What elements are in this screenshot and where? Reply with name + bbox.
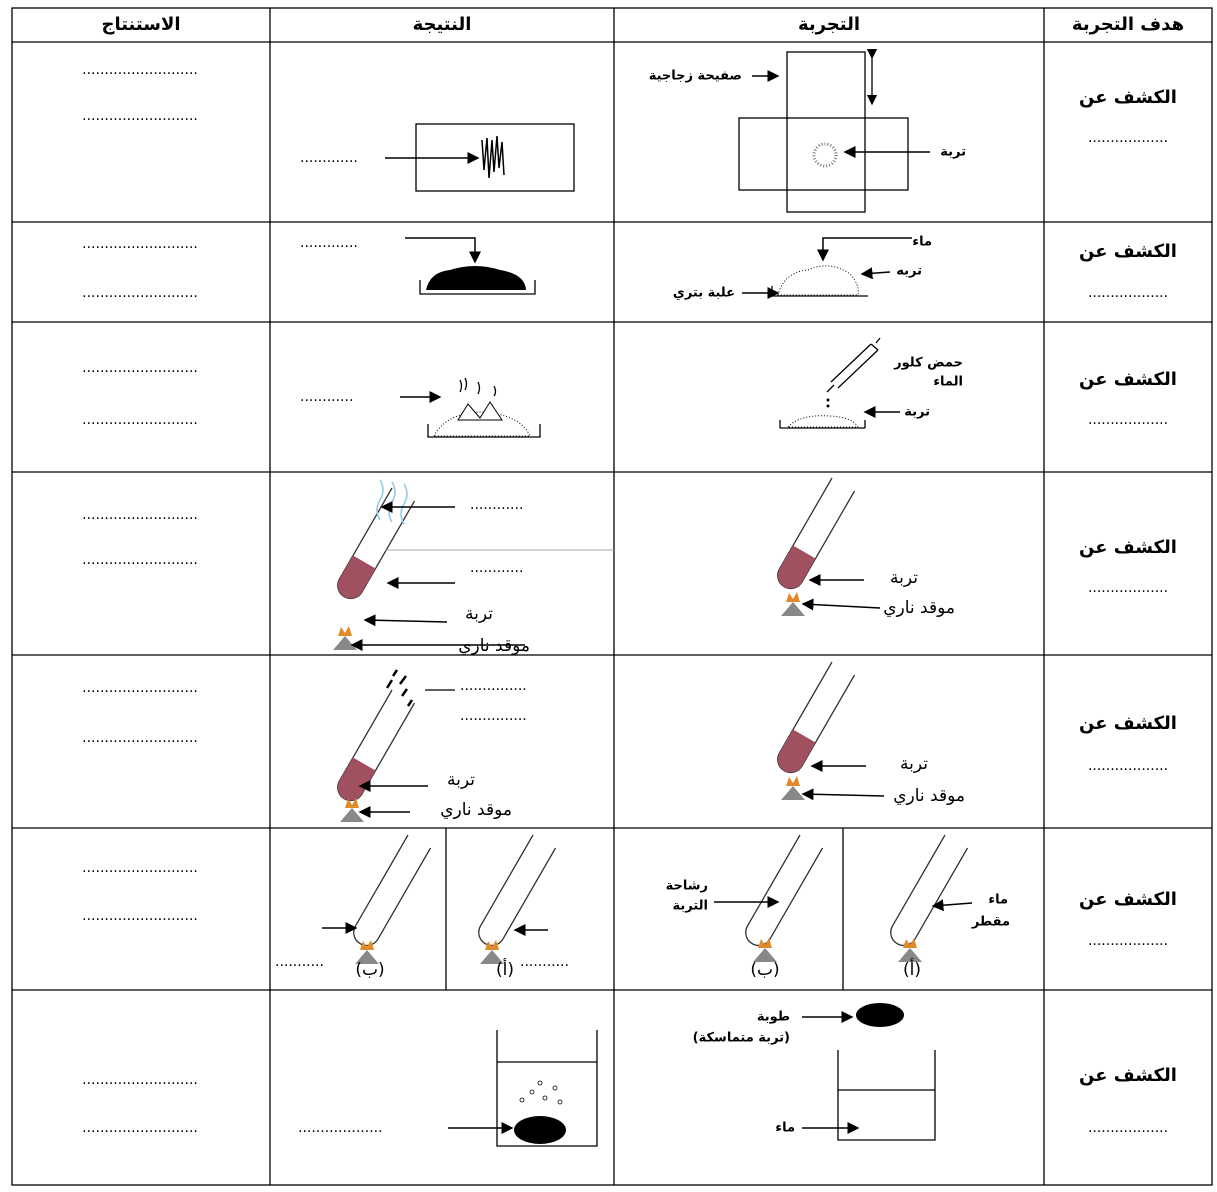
label: ماء <box>775 1121 795 1136</box>
label: (ب) <box>750 960 779 980</box>
goal-blank: .................. <box>1088 412 1168 428</box>
result-blank: ............... <box>460 708 527 724</box>
row-0-experiment: صفيحة زجاجية تربة <box>649 48 966 213</box>
label: طوبة <box>757 1010 790 1025</box>
goal: الكشف عن <box>1079 87 1177 108</box>
row-2-experiment: حمض كلور الماء تربة <box>779 337 963 429</box>
label: موقد ناري <box>458 636 530 656</box>
conclusion-blank: .......................... <box>82 860 198 876</box>
label: تربة <box>465 604 493 624</box>
label: رشاحة <box>666 879 708 894</box>
conclusion-blank: .......................... <box>82 1120 198 1136</box>
row-6-experiment: طوبة (تربة متماسكة) ماء <box>693 1003 936 1141</box>
row-3-experiment: تربة موقد ناري <box>772 477 955 618</box>
goal-blank: .................. <box>1088 285 1168 301</box>
conclusion-blank: .......................... <box>82 507 198 523</box>
result-blank: ............... <box>460 678 527 694</box>
conclusion-blank: .......................... <box>82 552 198 568</box>
table-grid <box>11 7 1213 1186</box>
label: مقطر <box>971 915 1010 930</box>
result-blank: ........... <box>520 954 569 970</box>
goal: الكشف عن <box>1079 713 1177 734</box>
label: تربة <box>447 770 475 790</box>
row-1-experiment: ماء تربه علبة بتري <box>673 235 932 301</box>
conclusion-blank: .......................... <box>82 730 198 746</box>
conclusion-blank: .......................... <box>82 360 198 376</box>
label: صفيحة زجاجية <box>649 69 742 84</box>
label: حمض كلور <box>893 356 963 371</box>
label: تربة <box>890 568 918 588</box>
conclusion-blank: .......................... <box>82 1072 198 1088</box>
label: تربة <box>940 145 966 160</box>
goal-blank: .................. <box>1088 580 1168 596</box>
goal-blank: .................. <box>1088 130 1168 146</box>
row-2-result: ............ <box>300 377 541 438</box>
label: موقد ناري <box>440 800 512 820</box>
conclusion-blank: .......................... <box>82 908 198 924</box>
label: علبة بتري <box>673 286 735 301</box>
conclusion-blank: .......................... <box>82 412 198 428</box>
goal-column: الكشف عن .................. الكشف عن ...… <box>1079 87 1177 1136</box>
row-1-result: ............. <box>300 235 536 295</box>
row-6-result: ................... <box>298 1030 598 1147</box>
row-0-result: ............. <box>300 123 575 192</box>
label: تربة <box>900 754 928 774</box>
header: الاستنتاج <box>101 14 180 35</box>
label: موقد ناري <box>893 786 965 806</box>
header: هدف التجربة <box>1072 14 1184 35</box>
conclusion-column: .......................... .............… <box>82 62 198 1136</box>
conclusion-blank: .......................... <box>82 108 198 124</box>
header: التجربة <box>798 14 860 35</box>
result-blank: ........... <box>275 954 324 970</box>
goal: الكشف عن <box>1079 369 1177 390</box>
label: ماء <box>912 235 932 250</box>
conclusion-blank: .......................... <box>82 285 198 301</box>
row-4-result: ............... ............... تربة موق… <box>332 669 527 822</box>
label: تربة <box>904 405 930 420</box>
label: (تربة متماسكة) <box>693 1031 790 1046</box>
header: النتيجة <box>413 14 472 35</box>
row-4-experiment: تربة موقد ناري <box>772 661 965 806</box>
row-5-result: ........... ........... (ب) (أ) <box>275 834 569 980</box>
goal: الكشف عن <box>1079 1065 1177 1086</box>
headers: الاستنتاج النتيجة التجربة هدف التجربة <box>101 14 1184 35</box>
result-blank: ................... <box>298 1120 383 1136</box>
row-3-result: ............ ............ تربة موقد ناري <box>332 479 614 656</box>
goal: الكشف عن <box>1079 241 1177 262</box>
goal: الكشف عن <box>1079 889 1177 910</box>
row-5-experiment: رشاحة التربة ماء مقطر (ب) (أ) <box>666 834 1010 980</box>
conclusion-blank: .......................... <box>82 62 198 78</box>
result-blank: ............ <box>300 389 353 405</box>
label: تربه <box>896 264 922 279</box>
goal-blank: .................. <box>1088 1120 1168 1136</box>
result-blank: ............ <box>470 497 523 513</box>
result-blank: ............ <box>470 560 523 576</box>
label: التربة <box>673 899 709 914</box>
result-blank: ............. <box>300 235 358 251</box>
result-blank: ............. <box>300 150 358 166</box>
conclusion-blank: .......................... <box>82 236 198 252</box>
conclusion-blank: .......................... <box>82 680 198 696</box>
label: (أ) <box>903 958 921 980</box>
label: ماء <box>988 893 1008 908</box>
label: (ب) <box>355 960 384 980</box>
label: موقد ناري <box>883 598 955 618</box>
goal-blank: .................. <box>1088 758 1168 774</box>
label: (أ) <box>496 958 514 980</box>
goal-blank: .................. <box>1088 933 1168 949</box>
label: الماء <box>933 375 963 390</box>
goal: الكشف عن <box>1079 537 1177 558</box>
